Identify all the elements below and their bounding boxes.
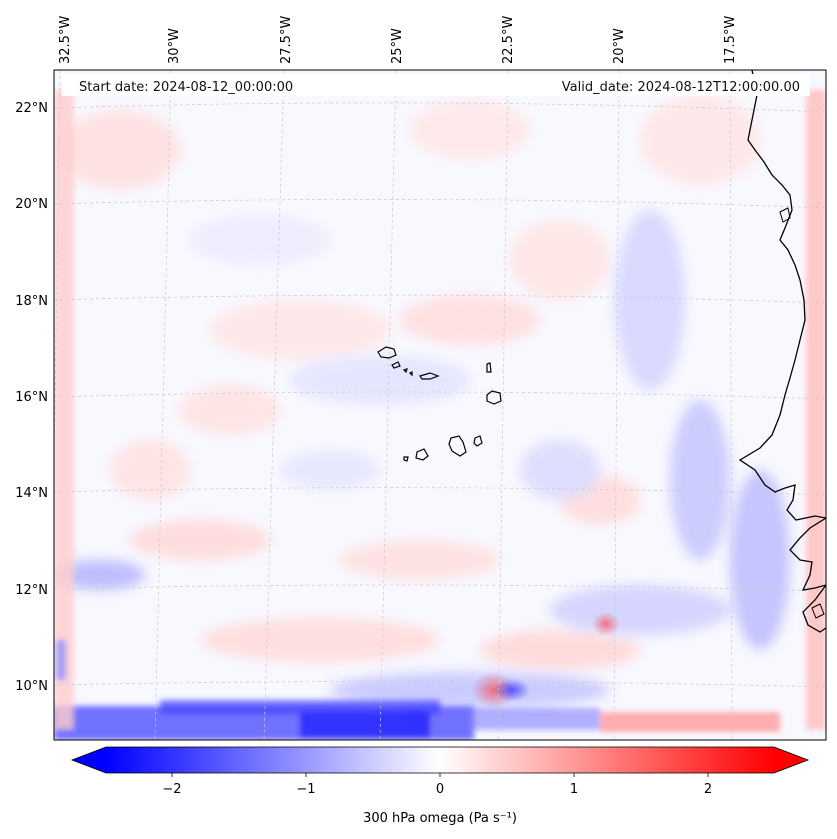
colorbar-min-extension [72,747,106,773]
gridline-17-5w [729,70,733,740]
lat-label-12n: 12°N [15,583,48,598]
negative-omega-areas [55,210,790,708]
positive-omega-areas [60,95,760,670]
lat-label-20n: 20°N [15,197,48,212]
gridline-10n [54,681,826,688]
coastal-inlet [779,207,791,223]
cape-verde-islands [377,346,502,462]
lon-label-20w: 20°W [612,28,627,64]
colorbar-outline [70,746,810,774]
lon-label-22-5w: 22.5°W [501,16,516,64]
cbar-tick-label: −1 [296,782,315,797]
negative-spot [494,678,530,702]
gridline-25w [379,70,397,740]
southern-ascent-band [54,700,780,740]
gridline-12n [54,584,826,592]
latitude-labels: 22°N 20°N 18°N 16°N 14°N 12°N 10°N [15,101,48,694]
negative-spot [401,708,429,728]
map-border [53,69,827,741]
lat-label-18n: 18°N [15,294,48,309]
lon-label-30w: 30°W [167,28,182,64]
african-coastline [738,70,826,633]
island-sao-nicolau [419,372,440,380]
colorbar-max-extension [774,747,808,773]
colorbar-label: 300 hPa omega (Pa s⁻¹) [363,811,517,826]
graticule [54,70,826,740]
island-brava [403,456,409,462]
island-sao-vicente [391,361,401,369]
start-date-text: Start date: 2024-08-12_00:00:00 [79,80,293,95]
island-boa-vista [486,390,502,405]
valid-date-text: Valid_date: 2024-08-12T12:00:00.00 [562,80,800,95]
bijagos-islands [811,603,825,619]
lon-label-32-5w: 32.5°W [58,16,73,64]
lon-label-17-5w: 17.5°W [723,16,738,64]
gridline-20n [54,198,826,209]
lat-label-14n: 14°N [15,486,48,501]
gridline-16n [54,391,826,400]
island-santa-luzia [402,368,408,374]
colorbar-tick-marks [171,773,709,777]
omega-field: Start date: 2024-08-12_00:00:00 Valid_da… [54,70,826,740]
island-small [408,371,413,377]
cbar-tick-label: −2 [162,782,181,797]
date-banner [62,74,810,96]
gridline-22-5w [497,70,509,740]
cbar-tick-label: 0 [436,782,444,797]
gridline-18n [54,294,826,304]
gridline-14n [54,487,826,496]
longitude-labels: 32.5°W 30°W 27.5°W 25°W 22.5°W 20°W 17.5… [58,16,738,64]
island-santo-antao [377,346,397,359]
positive-spot [592,612,620,636]
island-sal [486,362,492,373]
colorbar-gradient [106,747,774,773]
lon-label-27-5w: 27.5°W [279,16,294,64]
lat-label-16n: 16°N [15,390,48,405]
island-fogo [415,448,429,461]
gridline-22n [54,102,826,113]
cbar-tick-label: 1 [570,782,578,797]
gridline-20w [613,70,620,740]
gridline-30w [154,70,172,740]
lat-label-22n: 22°N [15,101,48,116]
gridline-27-5w [263,70,285,740]
lon-label-25w: 25°W [390,28,405,64]
lat-label-10n: 10°N [15,679,48,694]
island-maio [473,435,483,447]
island-santiago [448,435,467,457]
cbar-tick-label: 2 [704,782,712,797]
colorbar: −2 −1 0 1 2 300 hPa omega (Pa s⁻¹) [70,746,810,826]
